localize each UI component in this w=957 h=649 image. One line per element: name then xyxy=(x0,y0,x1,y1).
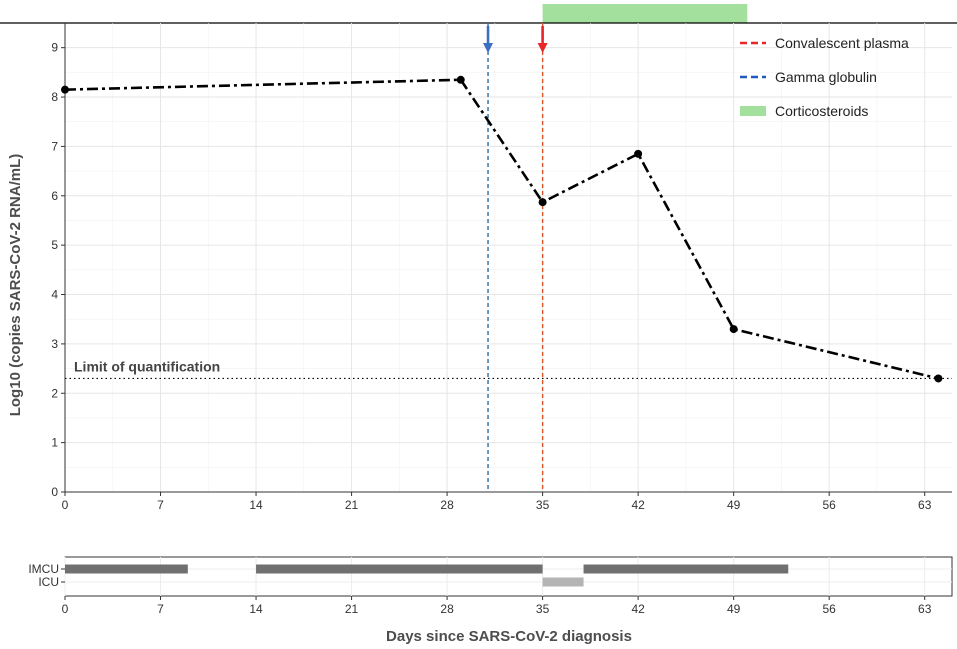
stay-x-tick-label: 14 xyxy=(249,602,263,616)
stay-x-tick-label: 56 xyxy=(823,602,837,616)
y-axis-title: Log10 (copies SARS-CoV-2 RNA/mL) xyxy=(7,154,24,417)
viral-load-point xyxy=(61,85,69,94)
legend-entry: Corticosteroids xyxy=(740,103,868,119)
stay-x-tick-label: 7 xyxy=(157,602,164,616)
viral-load-line xyxy=(64,78,939,380)
x-tick-label: 42 xyxy=(631,498,645,512)
x-tick-label: 35 xyxy=(536,498,550,512)
corticosteroids-bar xyxy=(542,4,748,23)
treatment-arrow-head xyxy=(537,43,548,53)
x-tick-label: 28 xyxy=(440,498,454,512)
y-tick-label: 7 xyxy=(51,139,58,153)
stay-x-tick-label: 49 xyxy=(727,602,741,616)
y-tick-label: 0 xyxy=(51,485,58,499)
legend: Convalescent plasma Gamma globulin Cortico… xyxy=(740,35,909,119)
viral-load-point xyxy=(456,75,465,84)
stay-segment-imcu xyxy=(65,564,188,574)
viral-load-point xyxy=(729,325,738,334)
y-tick-label: 3 xyxy=(51,337,58,351)
stay-panel-frame xyxy=(64,556,953,597)
viral-load-point xyxy=(634,149,643,158)
y-tick-label: 4 xyxy=(51,288,58,302)
x-tick-label: 0 xyxy=(62,498,69,512)
x-axis-title: Days since SARS-CoV-2 diagnosis xyxy=(386,628,632,645)
stay-x-tick-label: 28 xyxy=(440,602,454,616)
treatment-arrow-head xyxy=(483,43,494,53)
stay-segment-imcu xyxy=(256,564,543,574)
legend-swatch xyxy=(740,106,766,116)
x-tick-label: 56 xyxy=(823,498,837,512)
stay-x-tick-label: 63 xyxy=(918,602,932,616)
y-tick-label: 2 xyxy=(51,386,58,400)
x-tick-label: 63 xyxy=(918,498,932,512)
x-tick-label: 7 xyxy=(157,498,164,512)
stay-x-tick-label: 0 xyxy=(62,602,69,616)
stay-x-tick-label: 42 xyxy=(631,602,645,616)
legend-label: Convalescent plasma xyxy=(775,35,909,51)
legend-label: Gamma globulin xyxy=(775,69,877,85)
viral-load-point xyxy=(538,198,547,207)
stay-segment-imcu xyxy=(583,564,789,574)
y-tick-label: 1 xyxy=(51,436,58,450)
stay-category-label: IMCU xyxy=(28,562,59,576)
x-tick-label: 14 xyxy=(249,498,263,512)
y-tick-label: 9 xyxy=(51,41,58,55)
x-tick-label: 21 xyxy=(345,498,359,512)
stay-segment-icu xyxy=(542,577,584,587)
stay-x-tick-label: 35 xyxy=(536,602,550,616)
y-tick-label: 8 xyxy=(51,90,58,104)
legend-label: Corticosteroids xyxy=(775,103,868,119)
y-tick-label: 5 xyxy=(51,238,58,252)
stay-x-tick-label: 21 xyxy=(345,602,359,616)
legend-entry: Gamma globulin xyxy=(740,69,877,85)
limit-of-quantification-label: Limit of quantification xyxy=(74,358,220,374)
x-tick-label: 49 xyxy=(727,498,741,512)
legend-entry: Convalescent plasma xyxy=(740,35,909,51)
y-tick-label: 6 xyxy=(51,189,58,203)
stay-category-label: ICU xyxy=(38,575,59,589)
viral-load-point xyxy=(934,374,943,383)
